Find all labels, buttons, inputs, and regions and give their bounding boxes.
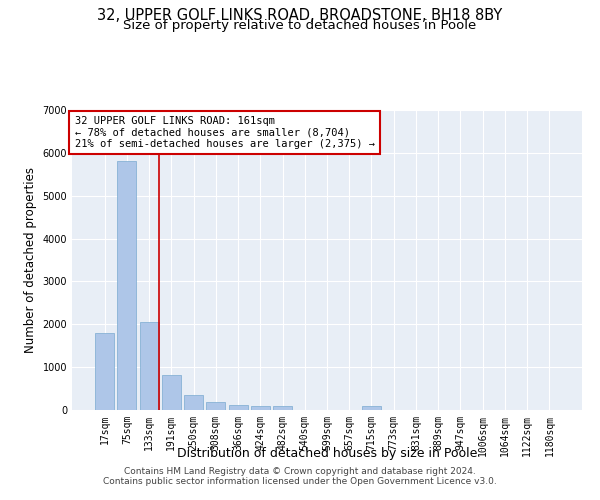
Bar (162, 375, 181, 410)
Bar (206, 402, 225, 410)
Bar (184, 396, 203, 410)
Text: 32, UPPER GOLF LINKS ROAD, BROADSTONE, BH18 8BY: 32, UPPER GOLF LINKS ROAD, BROADSTONE, B… (97, 8, 503, 22)
Text: 32 UPPER GOLF LINKS ROAD: 161sqm
← 78% of detached houses are smaller (8,704)
21: 32 UPPER GOLF LINKS ROAD: 161sqm ← 78% o… (74, 116, 374, 149)
Bar (95, 333, 114, 410)
Bar (118, 162, 136, 410)
Text: Contains public sector information licensed under the Open Government Licence v3: Contains public sector information licen… (103, 477, 497, 486)
Y-axis label: Number of detached properties: Number of detached properties (24, 167, 37, 353)
Bar (140, 322, 158, 410)
Bar (251, 406, 270, 410)
Bar (229, 405, 248, 410)
Bar (362, 406, 381, 410)
Text: Contains HM Land Registry data © Crown copyright and database right 2024.: Contains HM Land Registry data © Crown c… (124, 467, 476, 476)
Bar (273, 406, 292, 410)
Text: Distribution of detached houses by size in Poole: Distribution of detached houses by size … (177, 448, 477, 460)
Text: Size of property relative to detached houses in Poole: Size of property relative to detached ho… (124, 18, 476, 32)
